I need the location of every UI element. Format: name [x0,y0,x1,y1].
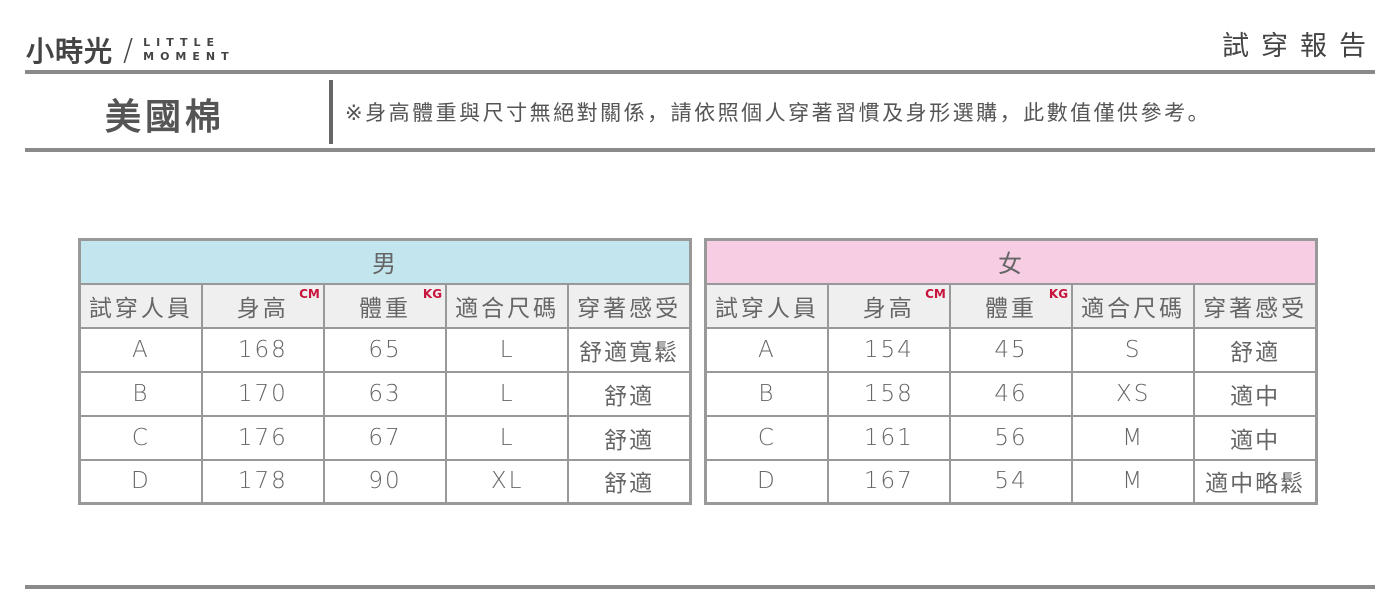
column-header: 身高 CM [200,282,325,329]
table-cell: 158 [826,370,951,417]
table-row: B 158 46 XS 適中 [704,370,1318,417]
table-cell: B [704,370,829,417]
table-row: A 154 45 S 舒適 [704,326,1318,373]
table-cell: B [78,370,203,417]
product-name: 美國棉 [105,97,226,138]
column-header: 試穿人員 [704,282,829,329]
column-label: 身高 [236,295,289,322]
table-cell: 63 [322,370,448,417]
table-cell: 適中 [1193,414,1318,461]
table-cell: 舒適 [1193,326,1318,373]
table-cell: 154 [826,326,951,373]
unit-kg: KG [1048,286,1069,301]
divider-vertical [329,80,333,144]
column-label: 體重 [358,295,411,322]
table-row: D 178 90 XL 舒適 [78,458,692,505]
column-label: 適合尺碼 [455,295,560,322]
column-label: 適合尺碼 [1081,295,1186,322]
brand-en: LITTLE MOMENT [143,36,234,64]
men-title: 男 [78,238,692,285]
table-cell: 舒適 [567,414,692,461]
table-row: A 168 65 L 舒適寬鬆 [78,326,692,373]
column-header: 體重 KG [322,282,448,329]
column-header: 穿著感受 [1193,282,1318,329]
column-label: 試穿人員 [88,295,193,322]
table-cell: C [78,414,203,461]
table-row: D 167 54 M 適中略鬆 [704,458,1318,505]
table-cell: XS [1071,370,1196,417]
table-cell: XL [445,458,570,505]
table-cell: 168 [200,326,325,373]
column-header: 穿著感受 [567,282,692,329]
column-label: 穿著感受 [577,295,682,322]
unit-cm: CM [299,286,320,301]
table-cell: 舒適 [567,370,692,417]
column-label: 身高 [862,295,915,322]
table-cell: 167 [826,458,951,505]
column-label: 穿著感受 [1203,295,1308,322]
table-cell: 65 [322,326,448,373]
column-header: 適合尺碼 [1071,282,1196,329]
table-row: B 170 63 L 舒適 [78,370,692,417]
table-cell: A [704,326,829,373]
table-cell: 適中 [1193,370,1318,417]
logo-slash: / [123,32,134,68]
table-cell: L [445,370,570,417]
table-cell: 56 [948,414,1074,461]
women-title: 女 [704,238,1318,285]
table-cell: S [1071,326,1196,373]
table-cell: 54 [948,458,1074,505]
table-cell: 45 [948,326,1074,373]
brand-en-line1: LITTLE [143,36,221,49]
table-cell: 舒適 [567,458,692,505]
women-table: 女試穿人員 身高 CM 體重 KG 適合尺碼 穿著感受 A 154 45 S 舒適 B 158 46 XS 適中… [704,238,1318,505]
table-cell: M [1071,414,1196,461]
unit-kg: KG [422,286,443,301]
column-header: 適合尺碼 [445,282,570,329]
column-label: 試穿人員 [714,295,819,322]
brand-logo: 小時光 / LITTLE MOMENT [26,30,235,70]
divider-top [25,70,1375,74]
table-cell: 161 [826,414,951,461]
table-cell: D [704,458,829,505]
table-cell: 90 [322,458,448,505]
table-cell: 適中略鬆 [1193,458,1318,505]
table-cell: 46 [948,370,1074,417]
table-cell: L [445,414,570,461]
table-cell: 170 [200,370,325,417]
table-cell: C [704,414,829,461]
table-cell: A [78,326,203,373]
table-cell: 舒適寬鬆 [567,326,692,373]
unit-cm: CM [925,286,946,301]
report-title: 試穿報告 [1222,31,1378,62]
table-cell: 67 [322,414,448,461]
column-header: 試穿人員 [78,282,203,329]
column-label: 體重 [984,295,1037,322]
divider-middle [25,148,1375,152]
table-row: C 176 67 L 舒適 [78,414,692,461]
men-table: 男試穿人員 身高 CM 體重 KG 適合尺碼 穿著感受 A 168 65 L 舒適寬鬆 B 170 63 L 舒… [78,238,692,505]
divider-bottom [25,585,1375,589]
table-cell: D [78,458,203,505]
table-cell: 176 [200,414,325,461]
column-header: 體重 KG [948,282,1074,329]
brand-en-line2: MOMENT [143,50,235,63]
table-cell: L [445,326,570,373]
table-row: C 161 56 M 適中 [704,414,1318,461]
column-header: 身高 CM [826,282,951,329]
disclaimer-note: ※身高體重與尺寸無絕對關係，請依照個人穿著習慣及身形選購，此數值僅供參考。 [345,101,1212,125]
table-cell: 178 [200,458,325,505]
brand-cn: 小時光 [26,35,114,68]
table-cell: M [1071,458,1196,505]
